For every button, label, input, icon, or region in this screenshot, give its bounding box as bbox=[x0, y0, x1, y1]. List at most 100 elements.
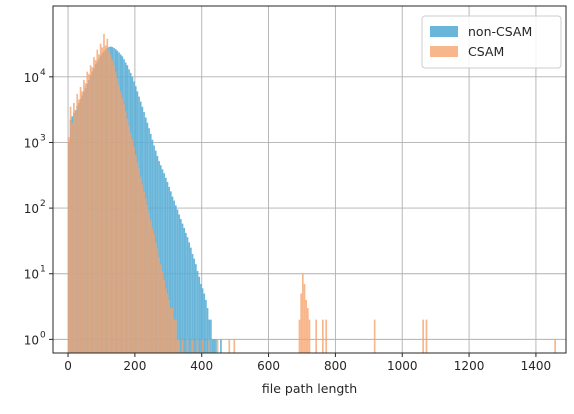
histogram-bar bbox=[68, 137, 70, 353]
histogram-bar bbox=[133, 147, 135, 353]
legend-label: CSAM bbox=[468, 44, 504, 59]
histogram-bar bbox=[195, 264, 197, 353]
histogram-bar bbox=[69, 106, 72, 353]
histogram-bar bbox=[131, 139, 134, 353]
histogram-bar bbox=[146, 205, 149, 353]
histogram-bar bbox=[205, 299, 207, 353]
histogram-bar bbox=[144, 198, 147, 353]
histogram-bar bbox=[101, 47, 104, 353]
histogram-bar bbox=[81, 91, 84, 353]
histogram-bar bbox=[188, 242, 191, 353]
histogram-bar bbox=[176, 339, 179, 353]
histogram-bar bbox=[73, 102, 75, 353]
histogram-bar bbox=[210, 319, 212, 353]
x-tick-label: 1200 bbox=[454, 359, 485, 373]
histogram-bar bbox=[422, 319, 424, 353]
histogram-bar bbox=[213, 339, 216, 353]
histogram-bar bbox=[201, 339, 204, 353]
histogram-bar bbox=[161, 271, 164, 353]
histogram-bar bbox=[159, 264, 162, 353]
histogram-bar bbox=[156, 248, 159, 353]
histogram-bar bbox=[149, 220, 152, 353]
histogram-bar bbox=[196, 271, 199, 353]
histogram-bar bbox=[166, 181, 169, 353]
histogram-bar bbox=[158, 256, 160, 353]
legend-swatch bbox=[430, 46, 458, 57]
histogram-bar bbox=[203, 293, 206, 353]
histogram-bar bbox=[93, 57, 95, 353]
y-tick-label: 10 bbox=[24, 136, 39, 150]
y-tick-exponent: 0 bbox=[40, 330, 46, 340]
histogram-bar bbox=[200, 283, 202, 353]
histogram-bar bbox=[159, 165, 162, 353]
y-tick-exponent: 2 bbox=[40, 199, 46, 209]
histogram-bar bbox=[78, 99, 80, 353]
histogram-bar bbox=[151, 227, 154, 353]
histogram-bar bbox=[186, 237, 189, 353]
x-tick-label: 800 bbox=[324, 359, 347, 373]
y-tick-label: 10 bbox=[24, 333, 39, 347]
histogram-bar bbox=[76, 93, 79, 354]
histogram-bar bbox=[208, 319, 211, 353]
y-tick-exponent: 1 bbox=[40, 265, 46, 275]
series-csam bbox=[68, 33, 556, 354]
histogram-bar bbox=[166, 293, 169, 353]
histogram-bar bbox=[108, 50, 110, 354]
histogram-bar bbox=[99, 43, 102, 354]
x-tick-label: 1000 bbox=[387, 359, 418, 373]
histogram-bar bbox=[134, 154, 137, 353]
histogram-bar bbox=[174, 319, 177, 353]
histogram-bar bbox=[164, 177, 167, 353]
histogram-bar bbox=[181, 223, 184, 353]
y-tick-label: 10 bbox=[24, 202, 39, 216]
histogram-bar bbox=[168, 186, 170, 353]
histogram-bar bbox=[233, 339, 236, 353]
histogram-bar bbox=[111, 60, 114, 353]
histogram-bar bbox=[118, 85, 120, 353]
histogram-bar bbox=[228, 339, 231, 353]
histogram-bar bbox=[161, 169, 164, 353]
histogram-bar bbox=[191, 253, 194, 353]
x-axis-label: file path length bbox=[262, 381, 357, 396]
histogram-bar bbox=[185, 232, 187, 353]
y-tick-label: 10 bbox=[24, 71, 39, 85]
histogram-bar bbox=[178, 214, 180, 353]
histogram-bar bbox=[191, 339, 194, 353]
histogram-bar bbox=[373, 319, 376, 353]
histogram-bar bbox=[129, 132, 132, 353]
histogram-bar bbox=[168, 299, 170, 353]
histogram-bar bbox=[305, 299, 307, 353]
histogram-bar bbox=[174, 205, 177, 353]
histogram-bar bbox=[116, 78, 119, 353]
histogram-bar bbox=[186, 339, 189, 353]
histogram-bar bbox=[103, 33, 105, 354]
histogram-bar bbox=[126, 118, 129, 353]
histogram-bar bbox=[128, 125, 130, 354]
histogram-bar bbox=[119, 91, 122, 353]
histogram-bar bbox=[154, 242, 157, 353]
y-tick-exponent: 4 bbox=[40, 68, 46, 78]
histogram-bar bbox=[300, 293, 302, 353]
histogram-bar bbox=[173, 200, 175, 353]
histogram-bar bbox=[303, 283, 306, 353]
histogram-bar bbox=[88, 74, 90, 354]
histogram-bar bbox=[173, 319, 175, 353]
histogram-bar bbox=[206, 308, 209, 353]
histogram-bar bbox=[123, 104, 125, 353]
histogram-bar bbox=[201, 288, 204, 353]
histogram-bar bbox=[138, 168, 140, 353]
histogram-bar bbox=[139, 176, 142, 353]
histogram-bar bbox=[143, 191, 145, 353]
histogram-bar bbox=[180, 219, 182, 353]
histogram-bar bbox=[79, 87, 82, 353]
histogram-bar bbox=[84, 83, 87, 353]
histogram-bar bbox=[169, 308, 172, 353]
histogram-bar bbox=[178, 339, 180, 353]
histogram-bar bbox=[315, 319, 318, 353]
histogram-bar bbox=[83, 79, 85, 353]
histogram-bar bbox=[176, 209, 179, 353]
plot-frame bbox=[52, 5, 567, 354]
histogram-bar bbox=[306, 308, 309, 353]
histogram-bar bbox=[211, 339, 214, 353]
